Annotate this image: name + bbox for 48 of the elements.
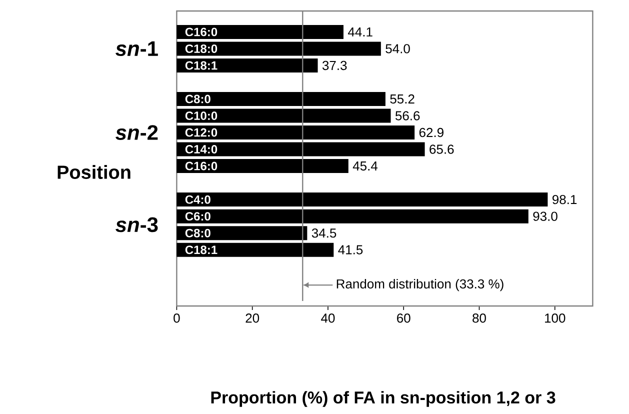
y-tick-label: C16:0 bbox=[185, 28, 218, 36]
data-label: 56.6 bbox=[395, 111, 420, 120]
x-tick-label: 40 bbox=[321, 314, 335, 323]
data-label: 54.0 bbox=[386, 44, 410, 54]
y-tick-label: C18:1 bbox=[185, 246, 218, 254]
data-label: 62.9 bbox=[419, 128, 444, 138]
y-tick-label: C12:0 bbox=[185, 128, 218, 137]
data-label: 44.1 bbox=[348, 27, 372, 36]
text: sn-2 bbox=[116, 125, 158, 140]
bar bbox=[176, 159, 348, 174]
x-tick-label: 100 bbox=[545, 314, 566, 323]
data-label: 98.1 bbox=[552, 194, 577, 204]
text: sn-3 bbox=[116, 217, 158, 232]
data-label: 65.6 bbox=[430, 144, 454, 154]
bar bbox=[176, 142, 425, 156]
data-label: 41.5 bbox=[338, 245, 363, 254]
data-label: 93.0 bbox=[533, 212, 558, 221]
bar bbox=[176, 92, 386, 106]
y-tick-label: C8:0 bbox=[185, 228, 210, 238]
bar bbox=[176, 108, 391, 123]
y-tick-label: C18:0 bbox=[185, 44, 218, 53]
y-tick-label: C16:0 bbox=[185, 162, 218, 170]
x-tick-label: 20 bbox=[246, 314, 260, 323]
y-tick-label: C8:0 bbox=[185, 94, 210, 104]
y-tick-label: C18:1 bbox=[185, 61, 218, 70]
y-tick-label: C4:0 bbox=[185, 195, 210, 204]
bar bbox=[176, 242, 334, 257]
bar bbox=[176, 226, 308, 240]
bar bbox=[176, 209, 528, 224]
data-label: 45.4 bbox=[352, 162, 378, 171]
x-axis-title: Proportion (%) of FA in sn-position 1,2 or 3 bbox=[211, 391, 556, 407]
data-label: 55.2 bbox=[390, 94, 414, 104]
y-axis-title: Position bbox=[58, 165, 130, 179]
bar bbox=[176, 42, 381, 56]
bar bbox=[176, 58, 318, 72]
bar bbox=[176, 192, 548, 207]
data-label: 34.5 bbox=[312, 228, 336, 238]
x-tick-label: 80 bbox=[472, 314, 486, 323]
y-tick-label: C14:0 bbox=[185, 145, 218, 154]
x-tick-label: 60 bbox=[397, 314, 410, 323]
text: sn-1 bbox=[116, 41, 158, 56]
x-tick-label: 0 bbox=[174, 314, 180, 323]
y-tick-label: C10:0 bbox=[185, 112, 218, 120]
data-label: 37.3 bbox=[322, 60, 347, 70]
y-tick-label: C6:0 bbox=[185, 212, 210, 221]
bar bbox=[176, 24, 344, 39]
bar bbox=[176, 126, 415, 140]
ref-line-label: Random distribution (33.3 %) bbox=[336, 278, 504, 292]
